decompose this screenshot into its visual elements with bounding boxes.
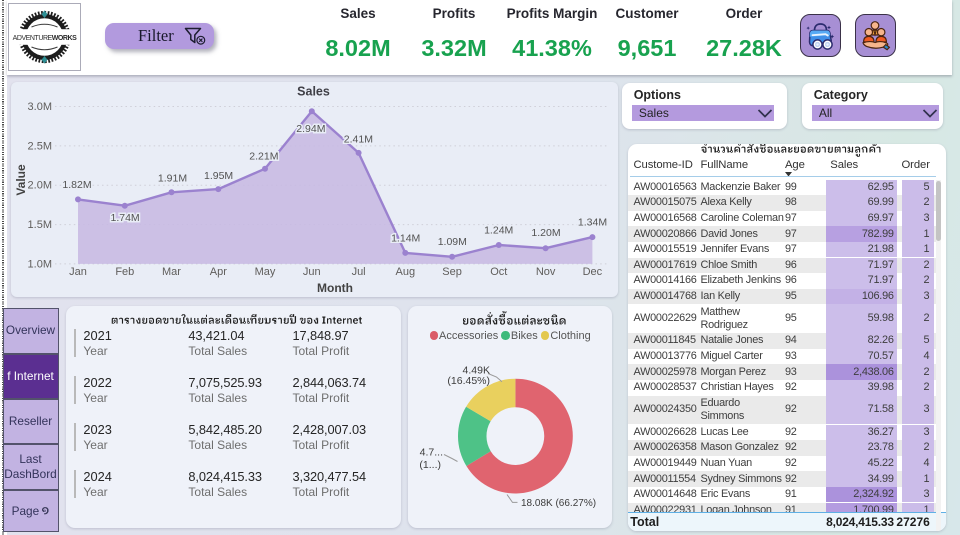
- svg-text:Feb: Feb: [115, 266, 134, 278]
- svg-text:1.14M: 1.14M: [391, 233, 420, 245]
- svg-text:1.0M: 1.0M: [28, 258, 52, 270]
- svg-text:Month: Month: [317, 281, 353, 295]
- svg-text:(16.45%): (16.45%): [447, 375, 490, 387]
- svg-text:1.34M: 1.34M: [578, 217, 607, 229]
- svg-text:1.5M: 1.5M: [28, 219, 52, 231]
- svg-text:Aug: Aug: [396, 266, 416, 278]
- svg-text:ADVENTUREWORKS: ADVENTUREWORKS: [13, 35, 77, 42]
- svg-text:2.94M: 2.94M: [296, 123, 325, 135]
- svg-text:1.95M: 1.95M: [204, 170, 233, 182]
- svg-text:Sales: Sales: [297, 85, 330, 99]
- svg-text:1.74M: 1.74M: [111, 212, 140, 224]
- svg-text:2.0M: 2.0M: [28, 180, 52, 192]
- svg-text:4.7...: 4.7...: [420, 446, 443, 458]
- svg-text:Dec: Dec: [583, 266, 603, 278]
- svg-text:Value: Value: [14, 164, 28, 196]
- svg-text:Mar: Mar: [162, 266, 181, 278]
- svg-text:Jul: Jul: [352, 266, 366, 278]
- svg-text:2.21M: 2.21M: [249, 150, 278, 162]
- svg-text:2.41M: 2.41M: [344, 134, 373, 146]
- svg-text:2.5M: 2.5M: [28, 140, 52, 152]
- svg-text:Jun: Jun: [303, 266, 321, 278]
- svg-text:(1...): (1...): [420, 459, 442, 471]
- svg-text:1.82M: 1.82M: [62, 179, 91, 191]
- svg-text:1.20M: 1.20M: [531, 227, 560, 239]
- svg-text:1.24M: 1.24M: [484, 224, 513, 236]
- svg-text:1.91M: 1.91M: [158, 173, 187, 185]
- svg-text:1.09M: 1.09M: [438, 236, 467, 248]
- svg-text:Nov: Nov: [536, 266, 556, 278]
- svg-text:Jan: Jan: [69, 266, 87, 278]
- svg-text:Apr: Apr: [210, 266, 227, 278]
- svg-text:4.49K: 4.49K: [463, 365, 490, 377]
- svg-text:18.08K (66.27%): 18.08K (66.27%): [521, 498, 596, 509]
- svg-text:Oct: Oct: [490, 266, 507, 278]
- svg-text:May: May: [255, 266, 276, 278]
- svg-text:3.0M: 3.0M: [28, 101, 52, 113]
- svg-text:Sep: Sep: [442, 266, 462, 278]
